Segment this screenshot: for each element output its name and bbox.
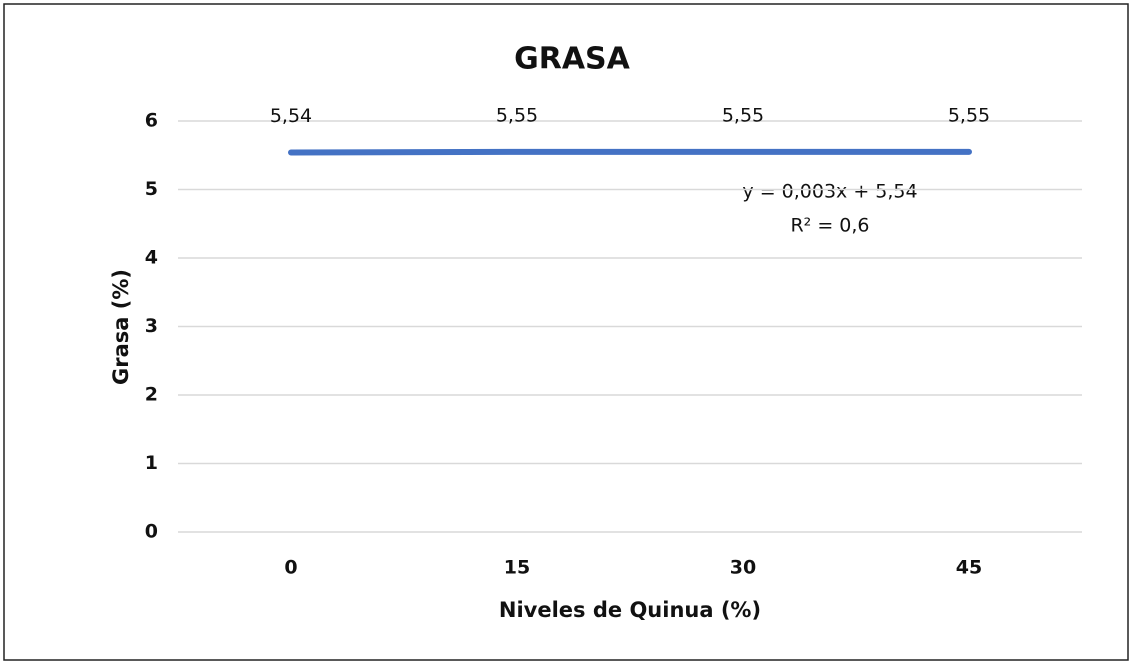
data-label: 5,55 (496, 104, 538, 126)
y-tick-label: 5 (145, 178, 158, 200)
data-label: 5,55 (948, 104, 990, 126)
y-axis-label: Grasa (%) (109, 269, 133, 385)
x-tick-label: 0 (284, 557, 297, 579)
chart-title: GRASA (514, 42, 631, 77)
chart-border (3, 3, 1129, 661)
y-tick-label: 6 (145, 110, 158, 132)
trendline-equation: y = 0,003x + 5,54 (742, 181, 917, 203)
x-tick-label: 15 (504, 557, 530, 579)
x-tick-label: 30 (730, 557, 756, 579)
data-label: 5,54 (270, 105, 312, 127)
y-tick-label: 4 (145, 247, 158, 269)
y-tick-label: 0 (145, 521, 158, 543)
data-label: 5,55 (722, 104, 764, 126)
y-tick-label: 2 (145, 384, 158, 406)
trendline-r2: R² = 0,6 (790, 215, 869, 237)
x-axis-label: Niveles de Quinua (%) (499, 598, 761, 622)
y-tick-label: 1 (145, 452, 158, 474)
data-line (288, 148, 972, 156)
y-tick-label: 3 (145, 315, 158, 337)
x-tick-label: 45 (956, 557, 982, 579)
